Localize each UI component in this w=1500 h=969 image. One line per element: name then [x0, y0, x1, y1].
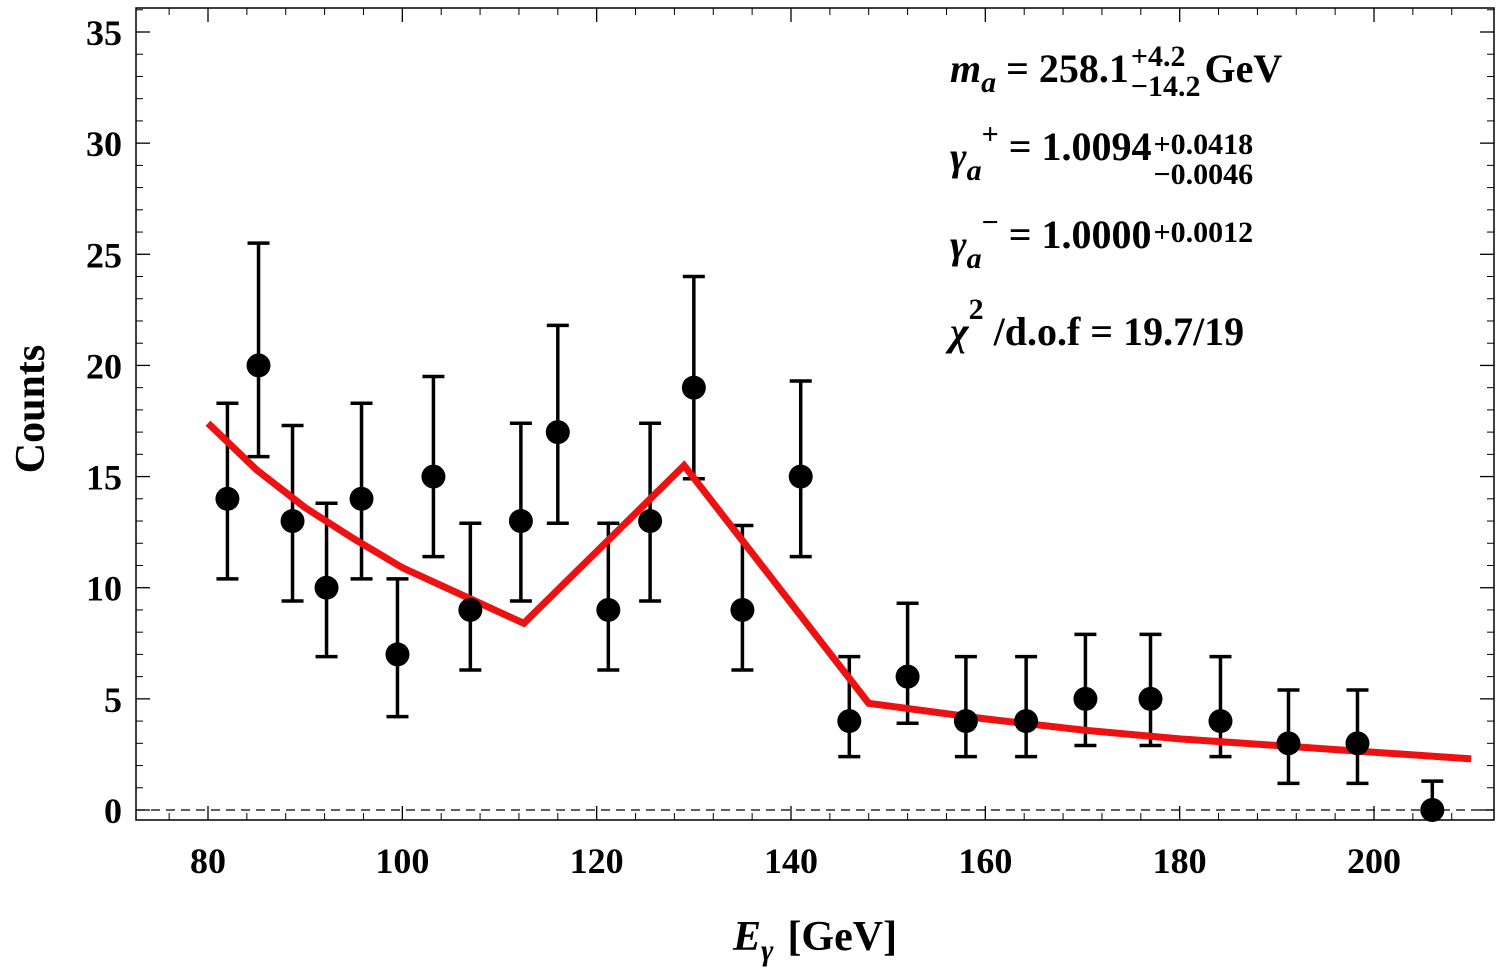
data-point	[895, 664, 920, 689]
annotation-value: = 258.1	[1006, 46, 1129, 91]
data-point	[508, 509, 533, 534]
data-point	[545, 420, 570, 445]
data-point	[1420, 798, 1445, 822]
x-axis-label: Eγ [GeV]	[732, 914, 897, 967]
data-points	[215, 353, 1445, 822]
annotation-value: /d.o.f = 19.7/19	[993, 309, 1245, 354]
data-point	[1014, 709, 1039, 734]
data-point	[681, 375, 706, 400]
annotation-unit: GeV	[1205, 46, 1283, 91]
annotation-uncertainty-plus: +0.0012	[1154, 216, 1254, 249]
x-tick-label: 100	[375, 841, 429, 881]
data-point	[638, 509, 663, 534]
annotation-symbol-superscript: +	[982, 118, 999, 151]
annotation-symbol-superscript: −	[982, 206, 999, 239]
data-point	[314, 575, 339, 600]
data-point	[1276, 731, 1301, 756]
x-tick-label: 200	[1347, 841, 1401, 881]
annotation-symbol-subscript: a	[967, 154, 982, 187]
annotation-symbol-subscript: a	[967, 242, 982, 275]
data-point	[730, 597, 755, 622]
fit-annotation: γa+ = 1.0094	[950, 118, 1152, 187]
data-point	[246, 353, 271, 378]
x-tick-label: 120	[570, 841, 624, 881]
y-tick-label: 35	[86, 13, 122, 53]
annotation-uncertainty-plus: +4.2	[1131, 40, 1186, 73]
x-axis-label-unit: [GeV]	[787, 914, 897, 960]
y-tick-label: 30	[86, 124, 122, 164]
data-point	[280, 509, 305, 534]
data-point	[215, 486, 240, 511]
data-point	[421, 464, 446, 489]
annotation-uncertainty-minus: −0.0046	[1154, 158, 1254, 191]
annotation-symbol-superscript: 2	[969, 293, 984, 326]
y-tick-label: 5	[104, 680, 122, 720]
y-tick-label: 20	[86, 346, 122, 386]
data-point	[458, 597, 483, 622]
annotation-uncertainty-plus: +0.0418	[1154, 128, 1254, 161]
data-point	[1345, 731, 1370, 756]
data-point	[385, 642, 410, 667]
y-tick-label: 0	[104, 791, 122, 831]
annotation-symbol: χ	[945, 309, 970, 354]
y-tick-label: 15	[86, 458, 122, 498]
y-tick-labels: 0 5 10 15 20 25 30 35	[86, 13, 122, 831]
data-point	[596, 597, 621, 622]
axis-ticks	[136, 8, 1494, 820]
x-axis-label-subscript: γ	[761, 934, 774, 967]
x-axis-label-symbol: E	[732, 914, 761, 960]
data-point	[1073, 686, 1098, 711]
x-tick-label: 80	[190, 841, 226, 881]
annotation-value: = 1.0094	[1009, 124, 1152, 169]
fit-annotation: γa− = 1.0000	[950, 206, 1152, 275]
fit-annotation: ma = 258.1	[950, 46, 1129, 99]
annotation-symbol-subscript: a	[981, 66, 996, 99]
fit-curve	[205, 420, 1472, 763]
data-point	[349, 486, 374, 511]
x-tick-labels: 80 100 120 140 160 180 200	[190, 841, 1401, 881]
error-bars	[216, 241, 1444, 810]
data-point	[837, 709, 862, 734]
y-tick-label: 10	[86, 569, 122, 609]
annotation-uncertainty-minus: −14.2	[1131, 70, 1201, 103]
data-point	[1138, 686, 1163, 711]
data-point	[788, 464, 813, 489]
data-point	[953, 709, 978, 734]
annotation-symbol: γ	[950, 134, 967, 179]
annotation-value: = 1.0000	[1009, 212, 1152, 257]
data-point	[1208, 709, 1233, 734]
fit-curve-group	[205, 420, 1472, 763]
annotation-symbol: m	[950, 46, 981, 91]
x-tick-label: 140	[764, 841, 818, 881]
fit-annotation: χ2/d.o.f = 19.7/19	[945, 293, 1244, 354]
plot-frame	[135, 7, 1495, 821]
y-axis-label: Counts	[8, 345, 54, 473]
x-tick-label: 160	[958, 841, 1012, 881]
y-tick-label: 25	[86, 235, 122, 275]
annotation-symbol: γ	[950, 222, 967, 267]
x-tick-label: 180	[1153, 841, 1207, 881]
